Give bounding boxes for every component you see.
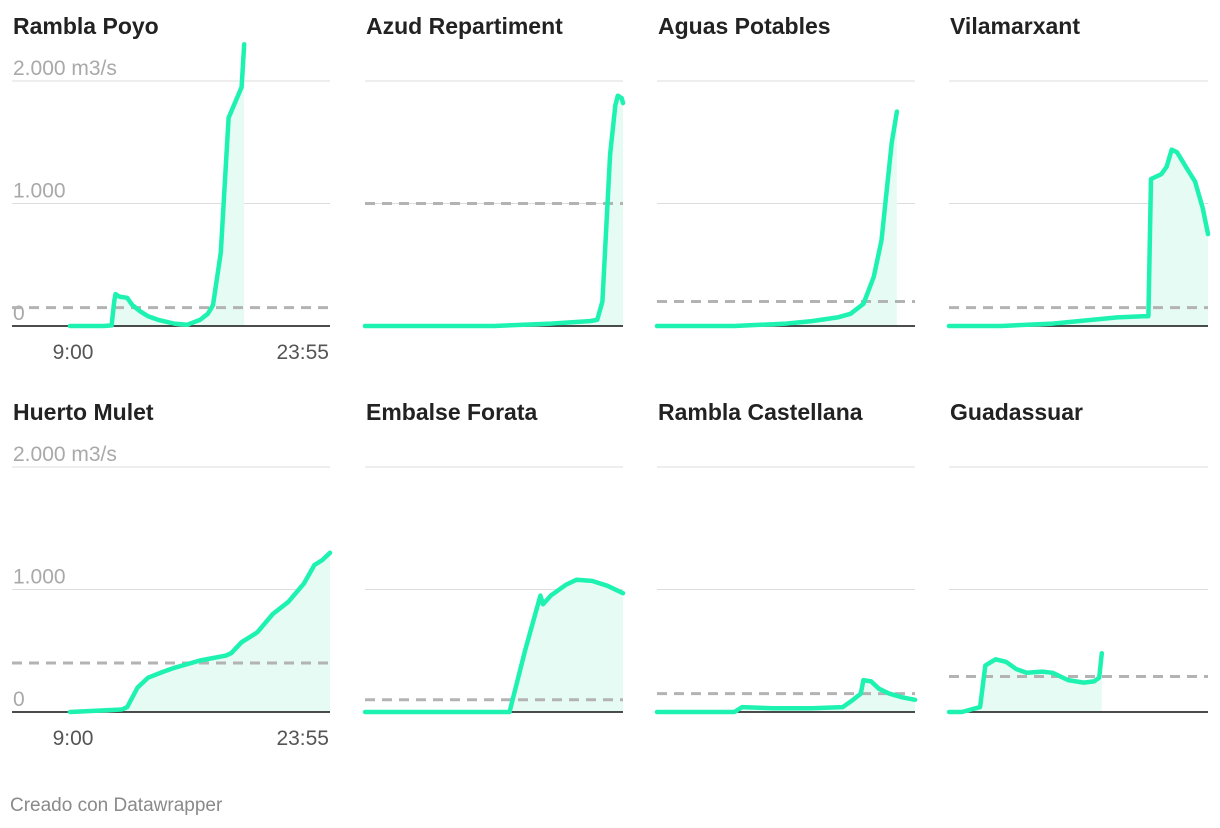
panel-title: Azud Repartiment	[366, 13, 563, 39]
series-line	[946, 650, 1105, 715]
x-tick-label: 9:00	[53, 727, 94, 750]
series-area	[365, 579, 623, 712]
series-area	[70, 44, 245, 327]
series-line	[67, 550, 333, 715]
x-tick-label: 9:00	[53, 341, 94, 364]
series-line	[946, 147, 1211, 329]
x-tick-label: 23:55	[276, 727, 329, 750]
series-line	[654, 109, 900, 329]
panel-title: Rambla Castellana	[658, 399, 863, 425]
panel-title: Embalse Forata	[366, 399, 537, 425]
panel-2: Azud Repartiment	[362, 13, 626, 329]
panel-title: Guadassuar	[950, 399, 1083, 425]
x-tick-label: 23:55	[276, 341, 329, 364]
series-line	[67, 42, 247, 329]
series-line	[362, 577, 626, 715]
panel-title: Huerto Mulet	[13, 399, 154, 425]
panels: Rambla Poyo 0 1.000 2.000 m3/s 9:00 23:55 Azud…	[12, 13, 1211, 750]
y-tick-label: 0	[13, 302, 25, 325]
panel-8: Guadassuar	[946, 399, 1208, 715]
panel-5: Huerto Mulet 0 1.000 2.000 m3/s 9:00 23:55	[12, 399, 333, 750]
series-area	[70, 552, 330, 712]
series-area	[657, 111, 897, 326]
y-tick-label: 1.000	[13, 180, 66, 203]
panel-4: Vilamarxant	[946, 13, 1211, 329]
series-area	[949, 149, 1208, 326]
panel-title: Rambla Poyo	[13, 13, 159, 39]
y-tick-label: 2.000 m3/s	[13, 443, 117, 466]
panel-7: Rambla Castellana	[654, 399, 918, 715]
panel-title: Vilamarxant	[950, 13, 1080, 39]
series-line	[362, 93, 626, 329]
y-tick-label: 2.000 m3/s	[13, 57, 117, 80]
y-tick-label: 1.000	[13, 566, 66, 589]
panel-6: Embalse Forata	[362, 399, 626, 715]
series-area	[365, 95, 623, 326]
y-tick-label: 0	[13, 688, 25, 711]
footer-credit: Creado con Datawrapper	[10, 795, 223, 816]
series-line	[654, 677, 918, 715]
panel-title: Aguas Potables	[658, 13, 831, 39]
panel-3: Aguas Potables	[654, 13, 915, 329]
panel-1: Rambla Poyo 0 1.000 2.000 m3/s 9:00 23:55	[12, 13, 330, 364]
